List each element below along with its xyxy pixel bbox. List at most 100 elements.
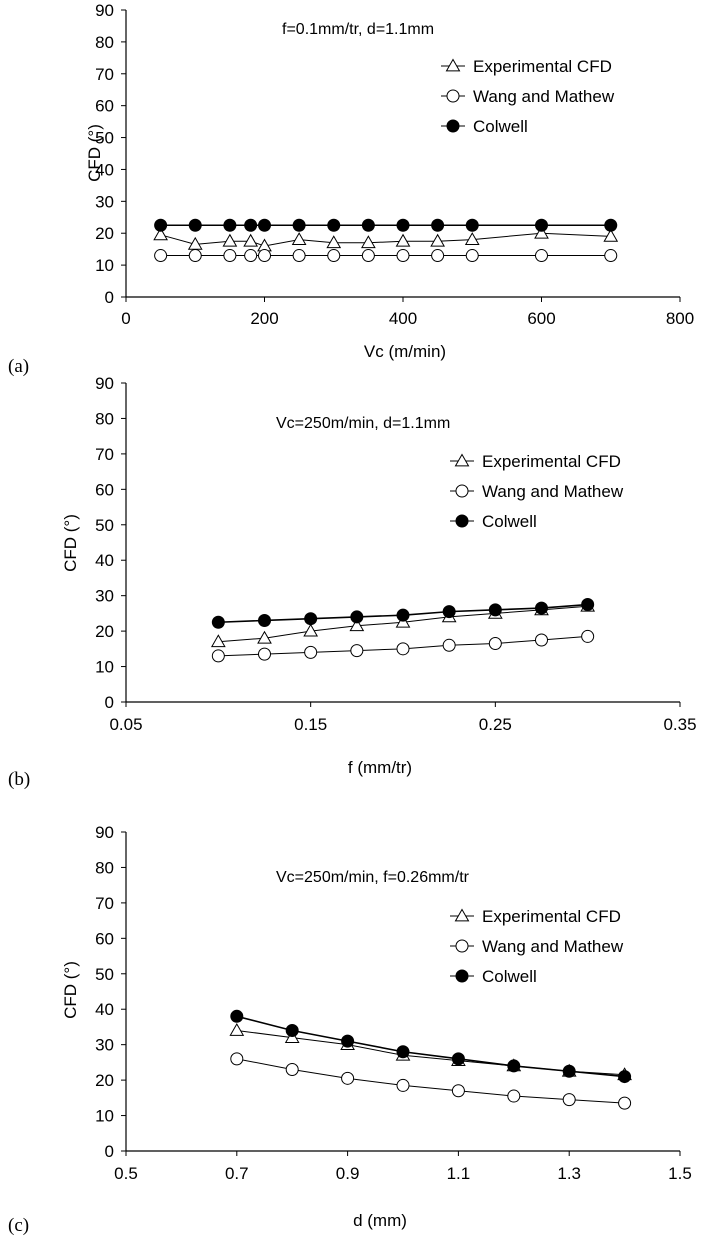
x-tick-label: 400: [389, 309, 417, 328]
data-point: [451, 1084, 465, 1098]
data-point: [304, 645, 318, 659]
series-1: [154, 249, 618, 263]
series-2: [211, 598, 595, 629]
data-point: [431, 249, 445, 263]
legend-marker: [454, 453, 470, 467]
data-point: [535, 218, 548, 232]
data-point: [327, 249, 341, 263]
panel-label: (a): [8, 356, 29, 377]
x-axis-title: Vc (m/min): [364, 342, 446, 361]
data-point: [361, 235, 376, 249]
y-tick-label: 90: [95, 1, 114, 20]
y-tick-label: 60: [95, 97, 114, 116]
data-point: [535, 633, 548, 647]
data-point: [442, 605, 456, 619]
legend: Experimental CFD Wang and Mathew Colwell: [441, 57, 615, 136]
legend-marker: [455, 484, 469, 498]
y-axis-title: CFD (°): [85, 124, 104, 182]
y-tick-label: 50: [95, 129, 114, 148]
legend: Experimental CFD Wang and Mathew Colwell: [450, 907, 624, 986]
data-point: [244, 249, 258, 263]
data-point: [349, 618, 365, 632]
legend-marker: [455, 514, 469, 528]
chart-panel-2: 0 10 20 30 40 50 60 70 80 90 0.5 0.7 0.9 1.1 1.3 1.5 d (…: [8, 823, 692, 1236]
data-point: [396, 608, 410, 622]
panel-label: (c): [8, 1215, 29, 1236]
y-tick-label: 0: [105, 693, 114, 712]
legend-marker: [455, 969, 469, 983]
y-tick-label: 60: [95, 480, 114, 499]
legend-label: Colwell: [473, 117, 528, 136]
x-tick-label: 0.05: [109, 715, 142, 734]
data-point: [604, 249, 618, 263]
plot-annotation: f=0.1mm/tr, d=1.1mm: [282, 21, 434, 38]
data-point: [488, 603, 502, 617]
data-point: [154, 218, 168, 232]
x-tick-label: 0: [121, 309, 130, 328]
data-point: [223, 249, 237, 263]
y-tick-label: 50: [95, 516, 114, 535]
data-point: [465, 249, 479, 263]
data-point: [451, 1052, 465, 1066]
data-point: [361, 218, 375, 232]
y-tick-label: 80: [95, 33, 114, 52]
y-tick-label: 90: [95, 374, 114, 393]
x-tick-label: 0.15: [294, 715, 327, 734]
data-point: [258, 218, 271, 232]
chart-panel-1: 0 10 20 30 40 50 60 70 80 90 0.05 0.15 0.25 0.35 f (mm…: [8, 374, 697, 790]
x-axis-title: f (mm/tr): [348, 758, 412, 777]
x-tick-label: 200: [250, 309, 278, 328]
data-point: [341, 1071, 355, 1085]
y-tick-label: 30: [95, 587, 114, 606]
legend-label: Experimental CFD: [482, 452, 621, 471]
x-tick-label: 1.5: [668, 1164, 692, 1183]
x-tick-label: 1.3: [557, 1164, 581, 1183]
x-axis-title: d (mm): [353, 1211, 407, 1230]
y-axis-title: CFD (°): [61, 961, 80, 1019]
data-point: [535, 249, 548, 263]
panel-label: (b): [8, 769, 30, 790]
data-point: [230, 1052, 244, 1066]
data-point: [581, 629, 595, 643]
data-point: [341, 1034, 355, 1048]
data-point: [464, 232, 480, 245]
x-tick-label: 800: [666, 309, 694, 328]
y-tick-label: 50: [95, 965, 114, 984]
y-tick-label: 20: [95, 1071, 114, 1090]
data-point: [303, 623, 319, 637]
data-point: [222, 233, 238, 247]
data-point: [507, 1089, 521, 1103]
series-line: [236, 1015, 625, 1078]
y-tick-label: 90: [95, 823, 114, 842]
x-tick-label: 600: [527, 309, 555, 328]
series-line: [236, 1058, 625, 1104]
y-tick-label: 20: [95, 622, 114, 641]
legend-label: Colwell: [482, 967, 537, 986]
data-point: [257, 630, 272, 644]
data-point: [618, 1070, 632, 1084]
data-point: [304, 612, 318, 626]
data-point: [244, 218, 258, 232]
x-tick-label: 0.7: [225, 1164, 249, 1183]
legend-marker: [446, 119, 460, 133]
data-point: [291, 232, 307, 245]
series-1: [230, 1052, 632, 1110]
data-point: [188, 218, 202, 232]
data-point: [210, 634, 226, 648]
data-point: [603, 228, 619, 242]
data-point: [327, 218, 341, 232]
series-1: [211, 629, 595, 663]
data-point: [604, 218, 618, 232]
y-tick-label: 70: [95, 894, 114, 913]
data-point: [223, 218, 237, 232]
series-2: [230, 1009, 632, 1084]
data-point: [350, 610, 364, 624]
plot-annotation: Vc=250m/min, d=1.1mm: [276, 415, 450, 432]
data-point: [442, 638, 456, 652]
data-point: [430, 233, 445, 247]
legend-label: Experimental CFD: [482, 907, 621, 926]
legend-marker: [446, 89, 460, 103]
y-tick-label: 70: [95, 445, 114, 464]
x-tick-label: 0.5: [114, 1164, 138, 1183]
data-point: [229, 1022, 245, 1036]
